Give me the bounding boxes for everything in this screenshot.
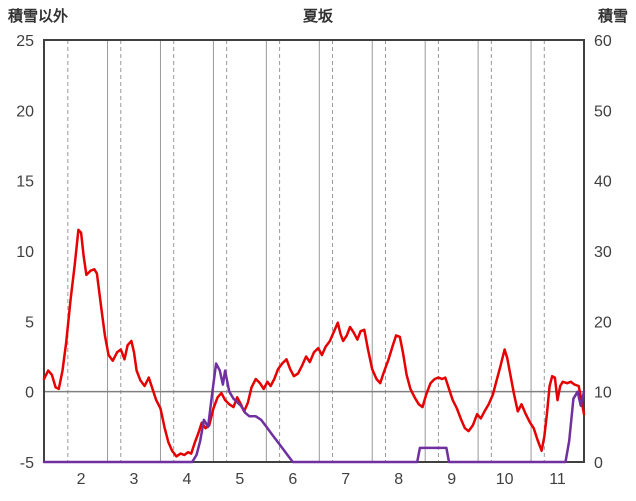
x-axis-tick-label: 5 bbox=[235, 471, 244, 488]
left-axis-tick-label: -5 bbox=[20, 455, 34, 472]
x-axis-tick-label: 8 bbox=[394, 471, 403, 488]
left-axis-tick-label: 25 bbox=[16, 33, 34, 50]
left-axis-tick-label: 0 bbox=[25, 385, 34, 402]
right-axis-tick-label: 50 bbox=[594, 103, 612, 120]
x-axis-tick-label: 4 bbox=[182, 471, 191, 488]
right-axis-tick-label: 20 bbox=[594, 314, 612, 331]
x-axis-tick-label: 2 bbox=[77, 471, 86, 488]
x-axis-tick-label: 9 bbox=[447, 471, 456, 488]
right-axis-title: 積雪 bbox=[597, 8, 628, 25]
series-temperature-line bbox=[42, 228, 586, 458]
x-axis-tick-label: 11 bbox=[549, 471, 566, 488]
right-axis-tick-label: 30 bbox=[594, 244, 612, 261]
left-axis-tick-label: 5 bbox=[25, 314, 34, 331]
series-snow-line bbox=[42, 362, 586, 464]
x-axis-tick-label: 10 bbox=[496, 471, 514, 488]
x-axis-tick-label: 7 bbox=[341, 471, 350, 488]
left-axis-tick-label: 10 bbox=[16, 244, 34, 261]
right-axis-tick-label: 60 bbox=[594, 33, 612, 50]
left-axis-tick-label: 20 bbox=[16, 103, 34, 120]
right-axis-tick-label: 40 bbox=[594, 174, 612, 191]
right-axis-tick-label: 10 bbox=[594, 385, 612, 402]
left-axis-tick-label: 15 bbox=[16, 174, 34, 191]
right-axis-tick-label: 0 bbox=[594, 455, 603, 472]
x-axis-tick-label: 6 bbox=[288, 471, 297, 488]
plot-background bbox=[44, 40, 584, 462]
x-axis-tick-label: 3 bbox=[130, 471, 139, 488]
left-axis-title: 積雪以外 bbox=[8, 8, 69, 25]
